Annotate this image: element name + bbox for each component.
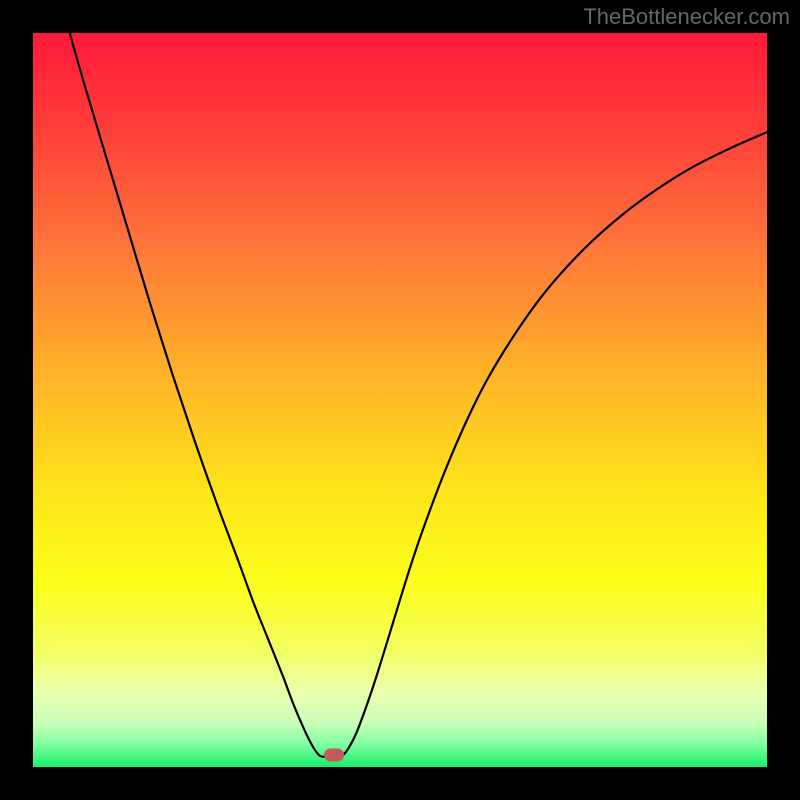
watermark-label: TheBottlenecker.com: [583, 4, 790, 30]
optimum-marker: [324, 749, 344, 762]
bottleneck-curve: [33, 33, 767, 767]
chart-canvas: TheBottlenecker.com: [0, 0, 800, 800]
curve-path: [70, 33, 767, 757]
plot-area: [33, 33, 767, 767]
